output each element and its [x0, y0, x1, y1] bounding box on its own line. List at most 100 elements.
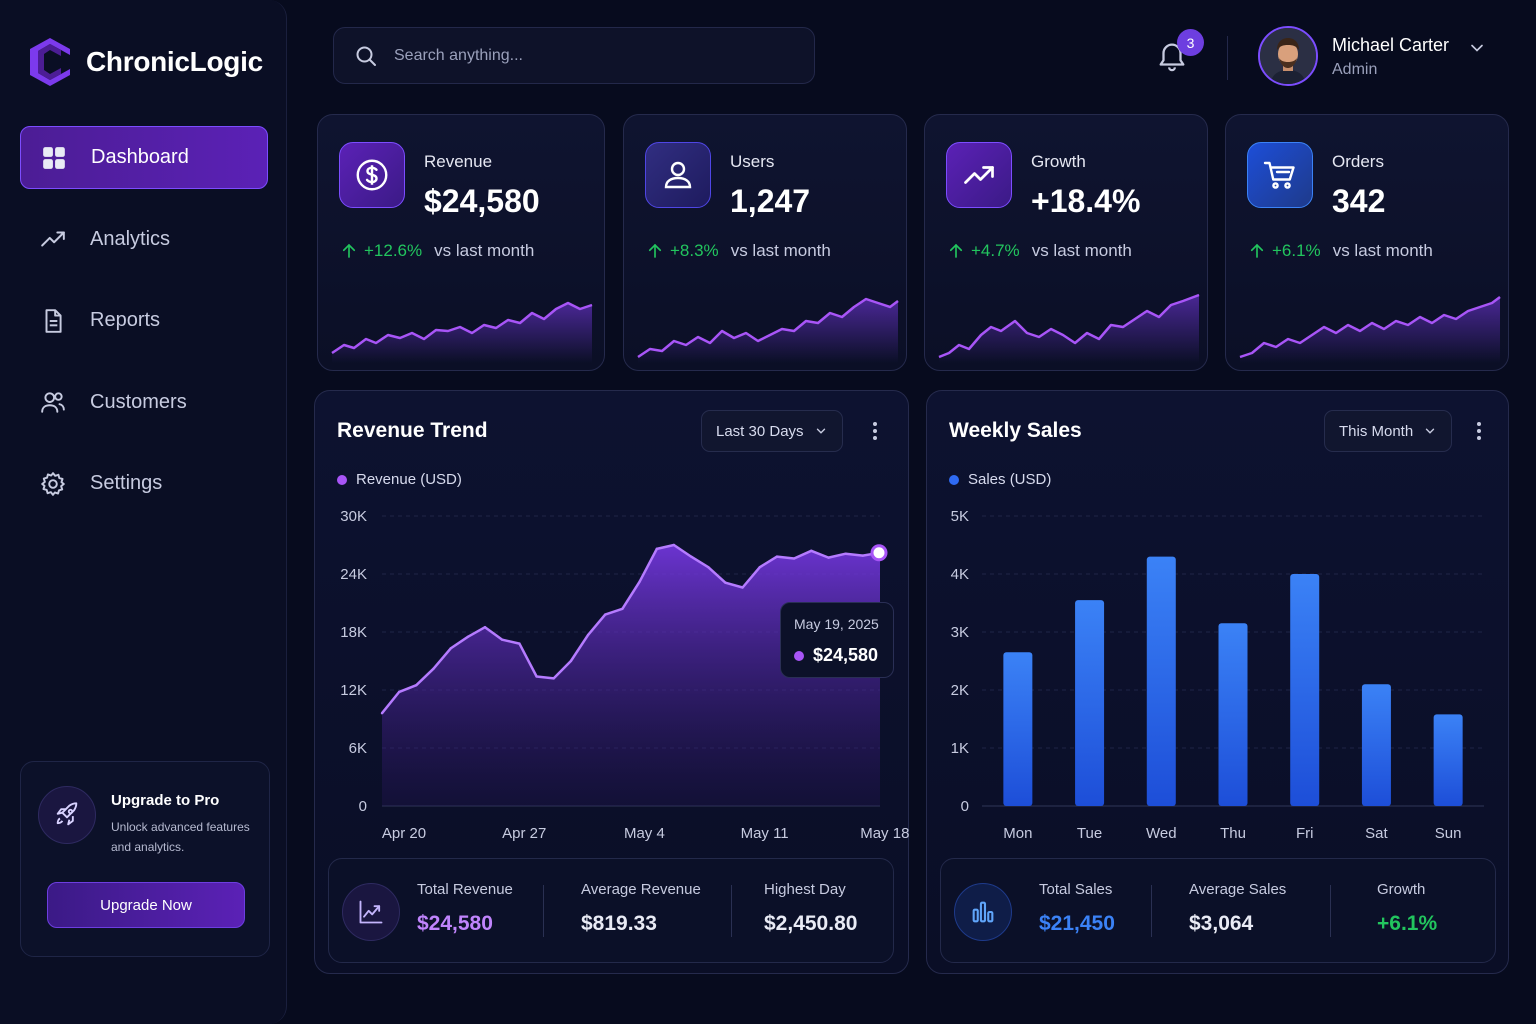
- avatar[interactable]: [1258, 26, 1318, 86]
- x-tick-label: Mon: [1003, 825, 1032, 842]
- kpi-value: 342: [1332, 183, 1386, 219]
- revenue-point[interactable]: [655, 547, 658, 551]
- search-bar[interactable]: [333, 27, 815, 84]
- revenue-point[interactable]: [638, 580, 641, 583]
- sales-bar[interactable]: [1218, 623, 1248, 806]
- kpi-card-users[interactable]: Users 1,247 +8.3% vs last month: [623, 114, 907, 371]
- sidebar-item-dashboard[interactable]: Dashboard: [20, 126, 268, 189]
- header-divider: [1227, 36, 1228, 80]
- chart-line-icon: [359, 900, 383, 924]
- sales-bar[interactable]: [1433, 714, 1463, 806]
- sidebar-item-analytics[interactable]: Analytics: [20, 208, 268, 271]
- brand[interactable]: ChronicLogic: [28, 36, 263, 88]
- sales-bar[interactable]: [1003, 652, 1033, 806]
- sidebar-item-customers[interactable]: Customers: [20, 371, 268, 434]
- kpi-sparkline: [331, 301, 593, 363]
- summary-divider: [731, 885, 732, 937]
- user-name[interactable]: Michael Carter: [1332, 35, 1450, 55]
- kpi-card-orders[interactable]: Orders 342 +6.1% vs last month: [1225, 114, 1509, 371]
- sales-bar[interactable]: [1146, 556, 1176, 806]
- revenue-point[interactable]: [844, 552, 847, 555]
- sales-bar[interactable]: [1290, 574, 1320, 806]
- summary-divider: [543, 885, 544, 937]
- revenue-point[interactable]: [586, 633, 590, 637]
- search-icon: [356, 46, 376, 66]
- highlighted-point[interactable]: [870, 544, 888, 562]
- bar-chart-icon: [972, 901, 994, 923]
- kpi-card-revenue[interactable]: Revenue $24,580 +12.6% vs last month: [317, 114, 605, 371]
- y-tick-label: 12K: [340, 682, 367, 699]
- summary-value: $21,450: [1039, 912, 1115, 935]
- revenue-point[interactable]: [758, 566, 761, 569]
- revenue-point[interactable]: [501, 638, 504, 641]
- revenue-point[interactable]: [741, 586, 744, 589]
- x-tick-label: Apr 27: [502, 825, 546, 842]
- range-dropdown-value: Last 30 Days: [716, 422, 804, 440]
- sidebar-nav: Dashboard Analytics Reports Customers: [20, 126, 268, 534]
- revenue-point[interactable]: [415, 683, 418, 687]
- revenue-point[interactable]: [535, 675, 538, 678]
- revenue-point[interactable]: [827, 556, 830, 559]
- revenue-point[interactable]: [707, 566, 710, 569]
- sidebar-item-label: Reports: [90, 309, 161, 331]
- revenue-point[interactable]: [724, 581, 727, 584]
- x-tick-label: Tue: [1077, 825, 1102, 842]
- revenue-point[interactable]: [397, 690, 401, 694]
- revenue-point[interactable]: [432, 667, 435, 670]
- sidebar-item-reports[interactable]: Reports: [20, 289, 268, 352]
- sidebar: ChronicLogic Dashboard Analytics Reports: [0, 0, 287, 1024]
- revenue-point[interactable]: [689, 555, 693, 558]
- revenue-point[interactable]: [861, 554, 865, 557]
- sales-bar[interactable]: [1075, 600, 1105, 806]
- revenue-summary: Total Revenue $24,580 Average Revenue $8…: [328, 858, 894, 963]
- range-dropdown[interactable]: This Month: [1324, 410, 1453, 452]
- x-tick-label: May 11: [741, 825, 789, 842]
- revenue-point[interactable]: [380, 712, 384, 715]
- x-tick-label: Wed: [1146, 825, 1177, 842]
- sidebar-item-settings[interactable]: Settings: [20, 452, 268, 515]
- revenue-point[interactable]: [672, 543, 676, 547]
- chevron-down-icon[interactable]: [1467, 38, 1487, 58]
- revenue-point[interactable]: [518, 642, 521, 645]
- upgrade-now-button[interactable]: Upgrade Now: [47, 882, 245, 928]
- range-dropdown[interactable]: Last 30 Days: [701, 410, 843, 452]
- chart-legend: Revenue (USD): [337, 471, 462, 488]
- grid-icon: [43, 146, 65, 169]
- revenue-point[interactable]: [449, 647, 452, 650]
- search-input[interactable]: [394, 46, 774, 65]
- summary-icon-badge: [954, 883, 1012, 941]
- summary-label: Highest Day: [764, 881, 846, 898]
- revenue-point[interactable]: [466, 635, 470, 639]
- summary-label: Average Revenue: [581, 881, 701, 898]
- kpi-value: +18.4%: [1031, 183, 1141, 219]
- revenue-line: [381, 543, 881, 714]
- arrow-up-icon: [648, 243, 662, 258]
- kpi-value: 1,247: [730, 183, 811, 219]
- revenue-point[interactable]: [775, 555, 779, 558]
- revenue-point[interactable]: [604, 613, 607, 616]
- sidebar-item-label: Customers: [90, 390, 187, 413]
- revenue-point[interactable]: [483, 625, 487, 629]
- brand-name: ChronicLogic: [86, 46, 263, 77]
- notification-count-badge: 3: [1177, 29, 1204, 56]
- summary-label: Average Sales: [1189, 881, 1287, 898]
- revenue-point[interactable]: [792, 557, 796, 560]
- revenue-area-fill: [382, 545, 880, 806]
- kpi-icon-badge: [645, 142, 711, 208]
- revenue-trend-panel: Revenue Trend Last 30 Days Revenue (USD)…: [314, 390, 909, 974]
- chart-tooltip: May 19, 2025 $24,580: [780, 602, 894, 678]
- sales-bar[interactable]: [1361, 684, 1391, 806]
- y-tick-label: 18K: [340, 624, 367, 641]
- y-tick-label: 5K: [951, 508, 969, 525]
- y-tick-label: 1K: [951, 740, 969, 757]
- revenue-point[interactable]: [569, 659, 573, 663]
- summary-divider: [1151, 885, 1152, 937]
- kpi-card-growth[interactable]: Growth +18.4% +4.7% vs last month: [924, 114, 1208, 371]
- revenue-point[interactable]: [552, 677, 555, 680]
- revenue-point[interactable]: [621, 607, 624, 610]
- more-options-icon[interactable]: [865, 419, 885, 443]
- revenue-point[interactable]: [810, 549, 813, 552]
- legend-label: Revenue (USD): [356, 471, 462, 488]
- more-options-icon[interactable]: [1469, 419, 1489, 443]
- y-tick-label: 24K: [340, 566, 367, 583]
